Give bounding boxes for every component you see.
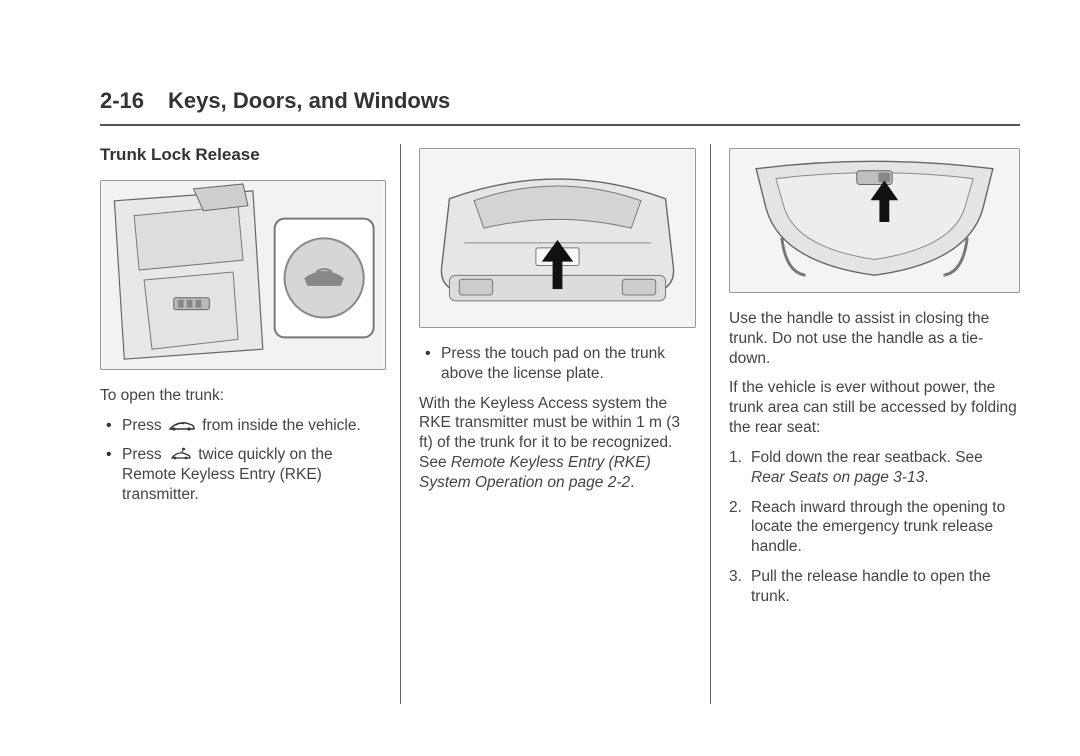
column-1: Trunk Lock Release bbox=[100, 144, 400, 704]
step-1-pre: Fold down the rear seatback. See bbox=[751, 449, 983, 466]
page-number: 2-16 bbox=[100, 88, 144, 114]
figure-trunk-lid bbox=[729, 148, 1020, 293]
subheading-trunk-lock-release: Trunk Lock Release bbox=[100, 144, 386, 166]
step-1-post: . bbox=[924, 469, 928, 486]
trunk-lid-illustration-icon bbox=[730, 149, 1019, 292]
bullet-touchpad: Press the touch pad on the trunk above t… bbox=[419, 344, 696, 384]
emergency-steps: Fold down the rear seatback. See Rear Se… bbox=[729, 448, 1020, 607]
bullet-text-pre: Press bbox=[122, 417, 166, 434]
keyless-para-post: . bbox=[630, 474, 634, 491]
keyless-para-ref: Remote Keyless Entry (RKE) System Operat… bbox=[419, 454, 651, 491]
bullet-press-rke: Press twice quickly on the Remote Keyles… bbox=[100, 445, 386, 504]
trunk-release-icon bbox=[168, 419, 196, 433]
step-2-text: Reach inward through the opening to loca… bbox=[751, 499, 1005, 556]
step-3-text: Pull the release handle to open the trun… bbox=[751, 568, 991, 605]
manual-page: 2-16 Keys, Doors, and Windows Trunk Lock… bbox=[0, 0, 1080, 756]
step-3: Pull the release handle to open the trun… bbox=[729, 567, 1020, 607]
bullet-text-post: from inside the vehicle. bbox=[198, 417, 361, 434]
rear-vehicle-illustration-icon bbox=[420, 149, 695, 327]
chapter-title: Keys, Doors, and Windows bbox=[168, 88, 450, 114]
figure-door-panel bbox=[100, 180, 386, 370]
keyless-paragraph: With the Keyless Access system the RKE t… bbox=[419, 394, 696, 493]
content-columns: Trunk Lock Release bbox=[100, 144, 1020, 704]
bullet-text-pre: Press bbox=[122, 446, 166, 463]
bullet-press-inside: Press from inside the vehicle. bbox=[100, 416, 386, 436]
touchpad-bullet-list: Press the touch pad on the trunk above t… bbox=[419, 344, 696, 384]
rke-trunk-icon bbox=[168, 446, 192, 462]
step-1: Fold down the rear seatback. See Rear Se… bbox=[729, 448, 1020, 488]
step-2: Reach inward through the opening to loca… bbox=[729, 498, 1020, 557]
open-trunk-bullets: Press from inside the vehicle. Press twi… bbox=[100, 416, 386, 505]
step-1-ref: Rear Seats on page 3-13 bbox=[751, 469, 924, 486]
door-panel-illustration-icon bbox=[101, 181, 385, 369]
column-2: Press the touch pad on the trunk above t… bbox=[400, 144, 710, 704]
handle-paragraph: Use the handle to assist in closing the … bbox=[729, 309, 1020, 368]
column-3: Use the handle to assist in closing the … bbox=[710, 144, 1020, 704]
page-header: 2-16 Keys, Doors, and Windows bbox=[100, 88, 1020, 126]
figure-rear-vehicle bbox=[419, 148, 696, 328]
no-power-paragraph: If the vehicle is ever without power, th… bbox=[729, 378, 1020, 437]
intro-text: To open the trunk: bbox=[100, 386, 386, 406]
